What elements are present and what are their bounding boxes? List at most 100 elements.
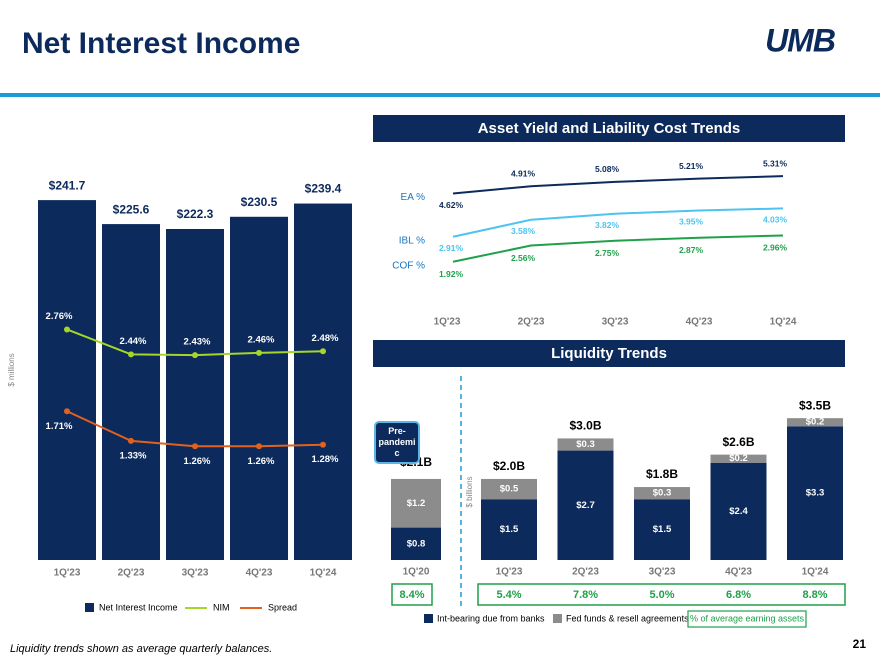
line-value-label: 1.33% xyxy=(120,450,147,461)
y-axis-label: $ millions xyxy=(7,353,16,386)
share-label: 8.8% xyxy=(802,589,827,601)
legend-label: Fed funds & resell agreements xyxy=(566,613,689,623)
line-marker xyxy=(320,441,326,448)
panel-title: Asset Yield and Liability Cost Trends xyxy=(478,120,741,137)
x-tick-label: 3Q'23 xyxy=(182,568,209,579)
bar-value-label: $241.7 xyxy=(49,178,86,192)
line-value-label: 2.96% xyxy=(763,243,788,253)
segment-label: $0.2 xyxy=(806,417,825,428)
bar xyxy=(294,203,352,560)
bar-segment xyxy=(787,418,843,427)
line-marker xyxy=(256,349,262,356)
line-value-label: 1.26% xyxy=(248,456,275,467)
line-value-label: 3.82% xyxy=(595,220,620,230)
x-tick-label: 1Q'23 xyxy=(54,568,81,579)
legend-label: % of average earning assets xyxy=(690,613,805,623)
bar-value-label: $230.5 xyxy=(241,195,278,209)
line-value-label: 4.91% xyxy=(511,168,536,178)
series-label: COF % xyxy=(392,260,425,271)
bar-segment xyxy=(787,426,843,560)
line-value-label: 2.87% xyxy=(679,245,704,255)
total-label: $1.8B xyxy=(646,467,678,481)
bar-segment xyxy=(710,454,767,463)
bar-segment xyxy=(481,499,537,560)
x-tick-label: 1Q'23 xyxy=(434,317,461,328)
x-tick-label: 1Q'24 xyxy=(802,567,829,578)
bar xyxy=(38,200,96,560)
series-label: EA % xyxy=(401,192,426,203)
line-marker xyxy=(64,408,70,415)
header-rule xyxy=(0,93,880,97)
line-value-label: 2.76% xyxy=(46,311,73,322)
share-box xyxy=(477,583,846,606)
x-tick-label: 4Q'23 xyxy=(246,568,273,579)
line-marker xyxy=(256,443,262,450)
footnote: Liquidity trends shown as average quarte… xyxy=(10,643,272,655)
line-value-label: 1.28% xyxy=(312,454,339,465)
x-tick-label: 1Q'24 xyxy=(310,568,337,579)
logo: UMB xyxy=(765,22,835,58)
legend-label: NIM xyxy=(213,602,230,612)
line-marker xyxy=(192,443,198,450)
annotation: Pre-pandemic xyxy=(374,421,420,464)
total-label: $2.0B xyxy=(493,459,525,473)
share-label: 5.0% xyxy=(649,589,674,601)
legend-label: Spread xyxy=(268,602,297,612)
share-label: 8.4% xyxy=(399,589,424,601)
bar xyxy=(102,224,160,560)
slide-title: Net Interest Income xyxy=(22,27,300,60)
line-value-label: 2.44% xyxy=(120,336,147,347)
share-label: 6.8% xyxy=(726,589,751,601)
x-tick-label: 1Q'24 xyxy=(770,317,797,328)
line-marker xyxy=(128,351,134,358)
series-label: IBL % xyxy=(399,235,425,246)
legend-swatch xyxy=(85,603,94,612)
bar-value-label: $239.4 xyxy=(305,182,342,196)
segment-label: $3.3 xyxy=(806,488,825,499)
line-marker xyxy=(128,437,134,444)
segment-label: $1.5 xyxy=(653,524,672,535)
legend-swatch xyxy=(553,614,562,623)
x-tick-label: 2Q'23 xyxy=(518,317,545,328)
segment-label: $0.2 xyxy=(729,453,748,464)
segment-label: $0.8 xyxy=(407,538,426,549)
total-label: $3.0B xyxy=(569,419,601,433)
bar-segment xyxy=(710,462,767,560)
x-tick-label: 3Q'23 xyxy=(602,317,629,328)
bar-segment xyxy=(634,499,690,560)
line-value-label: 3.95% xyxy=(679,217,704,227)
x-tick-label: 2Q'23 xyxy=(572,567,599,578)
bar-segment xyxy=(634,487,690,500)
x-tick-label: 2Q'23 xyxy=(118,568,145,579)
line-value-label: 2.56% xyxy=(511,253,536,263)
segment-label: $0.3 xyxy=(576,439,595,450)
line-value-label: 4.62% xyxy=(439,200,464,210)
line xyxy=(452,207,784,238)
segment-label: $1.5 xyxy=(500,524,519,535)
line-marker xyxy=(64,326,70,333)
bar-segment xyxy=(557,450,614,560)
bar-segment xyxy=(391,527,441,560)
panel-title: Liquidity Trends xyxy=(551,345,667,362)
x-tick-label: 3Q'23 xyxy=(649,567,676,578)
line-marker xyxy=(192,352,198,359)
line-value-label: 2.91% xyxy=(439,243,464,253)
page-number: 21 xyxy=(853,637,867,651)
panel-header xyxy=(373,340,845,367)
share-label: 5.4% xyxy=(496,589,521,601)
y-axis-label: $ billions xyxy=(465,476,474,507)
panel-header xyxy=(373,115,845,142)
line-value-label: 1.92% xyxy=(439,269,464,279)
bar-value-label: $225.6 xyxy=(113,202,150,216)
line-value-label: 5.31% xyxy=(763,158,788,168)
line-value-label: 2.43% xyxy=(184,337,211,348)
total-label: $2.6B xyxy=(722,435,754,449)
line-value-label: 1.71% xyxy=(46,421,73,432)
line-marker xyxy=(320,348,326,355)
line-value-label: 5.21% xyxy=(679,161,704,171)
line-value-label: 1.26% xyxy=(184,456,211,467)
line xyxy=(452,175,784,195)
segment-label: $2.4 xyxy=(729,506,748,517)
